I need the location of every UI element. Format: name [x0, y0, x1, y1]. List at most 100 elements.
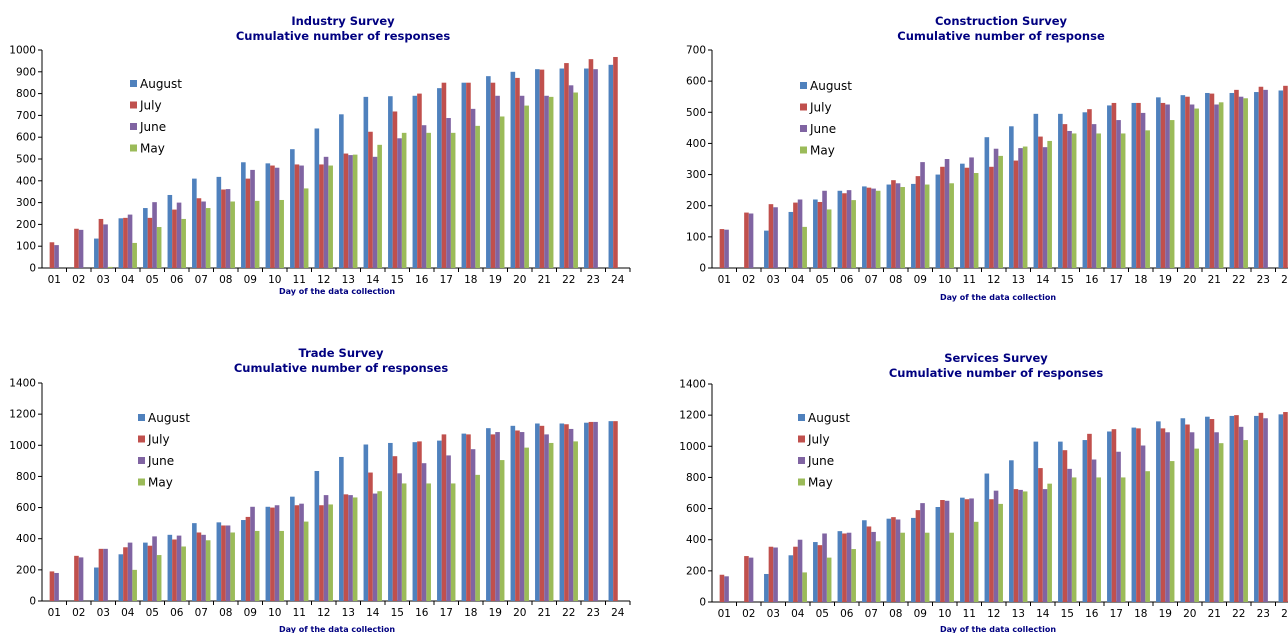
bar-august-day-04 [788, 211, 794, 268]
x-tick-label: 24 [1281, 274, 1288, 286]
bar-may-day-07 [205, 540, 211, 601]
x-tick-label: 10 [938, 274, 951, 286]
plot-area: 0 100 200 300 400 500 600 700 800 900 1000 01 02 03 04… [9, 45, 631, 286]
x-tick-label: 21 [538, 274, 551, 286]
bar-august-day-21 [535, 69, 540, 269]
bar-june-day-10 [274, 167, 280, 268]
bar-june-day-05 [152, 536, 157, 601]
bar-june-day-12 [993, 148, 999, 268]
bar-june-day-11 [969, 157, 974, 268]
bar-june-day-02 [78, 229, 84, 268]
y-tick-label: 100 [16, 241, 36, 253]
bar-august-day-05 [813, 542, 818, 602]
bar-july-day-05 [817, 201, 823, 268]
bar-july-day-06 [842, 533, 847, 602]
bar-august-day-10 [265, 163, 271, 268]
bar-june-day-09 [250, 506, 255, 601]
bar-august-day-16 [412, 442, 418, 601]
x-tick-label: 17 [440, 607, 453, 619]
bar-july-day-03 [768, 546, 774, 602]
bar-june-day-17 [446, 455, 451, 601]
bar-july-day-22 [1234, 89, 1239, 268]
bar-august-day-03 [764, 230, 769, 268]
bar-july-day-16 [1087, 433, 1092, 602]
bar-june-day-01 [54, 572, 59, 601]
x-tick-label: 22 [1232, 274, 1245, 286]
bar-july-day-09 [245, 178, 251, 268]
bar-july-day-08 [891, 517, 896, 602]
bar-august-day-12 [984, 137, 990, 268]
bar-july-day-09 [915, 510, 921, 602]
bar-june-day-23 [593, 421, 598, 601]
bar-may-day-10 [949, 532, 954, 602]
x-tick-label: 04 [791, 608, 805, 620]
bar-june-day-22 [1238, 426, 1244, 602]
bar-june-day-13 [348, 495, 353, 601]
bar-august-day-18 [1131, 427, 1137, 602]
y-tick-label: 500 [686, 107, 706, 119]
bar-may-day-21 [1218, 102, 1224, 268]
legend-label-june: June [139, 120, 166, 134]
x-tick-label: 18 [1134, 274, 1147, 286]
bar-may-day-13 [1022, 146, 1028, 268]
bar-august-day-14 [1033, 113, 1039, 268]
construction-survey-chart: Construction Survey Cumulative number of… [670, 0, 1288, 302]
bar-june-day-15 [397, 473, 402, 601]
bar-june-day-21 [544, 434, 549, 601]
bar-may-day-15 [1071, 133, 1077, 268]
bar-august-day-04 [788, 555, 794, 602]
x-axis-title: Day of the data collection [279, 287, 395, 296]
bar-august-day-13 [1009, 126, 1014, 268]
x-tick-label: 23 [587, 607, 600, 619]
bar-july-day-01 [49, 242, 55, 268]
bar-july-day-04 [793, 546, 798, 602]
x-tick-label: 08 [889, 608, 902, 620]
bar-august-day-16 [1082, 440, 1088, 602]
legend-label-july: July [139, 99, 162, 113]
x-tick-label: 15 [1061, 274, 1074, 286]
x-tick-label: 12 [987, 274, 1000, 286]
x-tick-label: 14 [366, 607, 380, 619]
bar-august-day-09 [911, 183, 916, 268]
bar-june-day-06 [176, 535, 182, 601]
bar-july-day-18 [466, 82, 471, 268]
bar-august-day-10 [935, 507, 941, 602]
bar-may-day-18 [475, 125, 480, 268]
bar-june-day-19 [495, 95, 500, 268]
bar-august-day-07 [192, 178, 197, 268]
y-tick-label: 0 [29, 263, 36, 275]
bar-august-day-14 [363, 96, 369, 269]
x-tick-label: 17 [1110, 608, 1123, 620]
bar-july-day-24 [613, 56, 618, 269]
x-tick-label: 24 [611, 274, 625, 286]
bar-june-day-17 [1116, 451, 1121, 602]
bar-july-day-06 [172, 539, 177, 601]
x-tick-label: 14 [366, 274, 380, 286]
bar-july-day-13 [343, 494, 349, 601]
bar-june-day-20 [519, 95, 525, 268]
legend-label-august: August [148, 411, 190, 425]
bar-may-day-19 [1169, 461, 1175, 602]
bar-july-day-07 [866, 526, 872, 602]
bar-july-day-01 [49, 571, 55, 601]
bar-june-day-06 [846, 532, 852, 602]
bar-june-day-01 [54, 245, 59, 268]
bar-august-day-15 [1058, 441, 1063, 602]
x-tick-label: 14 [1036, 274, 1050, 286]
chart-title: Services Survey [944, 351, 1048, 365]
bar-july-day-08 [221, 189, 226, 268]
bar-may-day-04 [802, 572, 807, 602]
bar-july-day-03 [98, 218, 104, 268]
legend-swatch-july [798, 435, 805, 443]
x-tick-label: 09 [914, 608, 927, 620]
bar-june-day-12 [993, 490, 999, 602]
bar-july-day-10 [270, 507, 275, 601]
bar-august-day-04 [118, 218, 124, 268]
bar-june-day-04 [127, 542, 133, 601]
bar-august-day-18 [1131, 102, 1137, 268]
bar-august-day-08 [216, 522, 222, 601]
bar-july-day-15 [1062, 124, 1068, 269]
chart-subtitle: Cumulative number of responses [234, 361, 448, 375]
bar-july-day-18 [466, 434, 471, 601]
x-tick-label: 17 [440, 274, 453, 286]
